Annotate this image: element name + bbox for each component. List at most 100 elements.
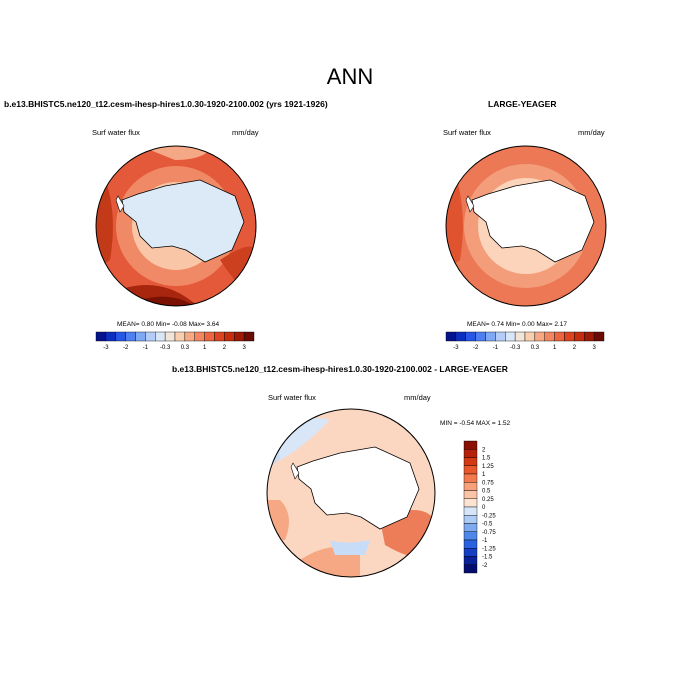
colorbar-swatch	[463, 482, 478, 491]
obs-map-field	[446, 146, 606, 306]
model-max-label: Max=	[188, 321, 205, 328]
diff-polar-map	[266, 408, 436, 578]
obs-max-label: Max=	[536, 321, 553, 328]
model-map-border	[95, 145, 257, 307]
colorbar-swatch	[455, 331, 466, 342]
colorbar-swatch	[164, 331, 176, 342]
obs-map-border	[445, 145, 607, 307]
obs-stats: MEAN= 0.74 Min= 0.00 Max= 2.17	[467, 321, 567, 328]
colorbar-tick-label: -0.25	[482, 513, 496, 519]
colorbar-swatch	[514, 331, 526, 342]
colorbar-tick-label: -0.3	[510, 345, 521, 351]
model-stats: MEAN= 0.80 Min= -0.08 Max= 3.64	[117, 321, 219, 328]
colorbar-tick-label: 0.25	[482, 497, 494, 503]
colorbar-swatch	[495, 331, 506, 342]
colorbar-tick-label: -1	[143, 345, 149, 351]
diff-min-label: MIN =	[440, 420, 458, 427]
colorbar-swatch	[463, 548, 478, 557]
colorbar-swatch	[145, 331, 156, 342]
colorbar-swatch	[534, 331, 545, 342]
colorbar-tick-label: -2	[482, 563, 488, 569]
colorbar-swatch	[463, 515, 478, 524]
colorbar-tick-label: -3	[453, 345, 459, 351]
diff-max-label: MAX =	[475, 420, 496, 427]
obs-units-label: mm/day	[578, 128, 605, 137]
diff-panel-title: b.e13.BHISTC5.ne120_t12.cesm-ihesp-hires…	[172, 364, 508, 374]
colorbar-swatch	[463, 539, 478, 549]
diff-map-border	[266, 408, 436, 578]
colorbar-tick-label: 1	[482, 472, 486, 478]
colorbar-swatch	[463, 465, 478, 475]
colorbar-tick-label: 3	[592, 345, 596, 351]
obs-max-value: 2.17	[554, 321, 567, 328]
colorbar-swatch	[445, 331, 457, 342]
colorbar-tick-label: -0.75	[482, 530, 496, 536]
colorbar-swatch	[463, 506, 478, 516]
diff-min-value: -0.54	[459, 420, 475, 427]
colorbar-swatch	[485, 331, 496, 342]
colorbar-tick-label: -2	[473, 345, 479, 351]
colorbar-swatch	[564, 331, 575, 342]
colorbar-tick-label: 0.3	[531, 345, 540, 351]
colorbar-tick-label: 0.75	[482, 480, 494, 486]
colorbar-swatch	[224, 331, 235, 342]
colorbar-swatch	[194, 331, 205, 342]
colorbar-swatch	[463, 449, 478, 458]
model-map-field	[96, 146, 256, 306]
colorbar-swatch	[574, 331, 585, 342]
model-variable-label: Surf water flux	[92, 128, 140, 137]
colorbar-swatch	[463, 490, 478, 499]
figure-title: ANN	[326, 64, 374, 89]
colorbar-swatch	[115, 331, 126, 342]
diff-units-label: mm/day	[404, 393, 431, 402]
obs-colorbar: -3 -2 -1 -0.3 0.3 1 2 3	[445, 331, 605, 351]
model-colorbar: -3 -2 -1 -0.3 0.3 1 2 3	[95, 331, 255, 351]
colorbar-tick-label: -1.25	[482, 546, 496, 552]
diff-minmax: MIN = -0.54 MAX = 1.52	[440, 420, 510, 427]
obs-panel-title: LARGE-YEAGER	[488, 99, 557, 109]
colorbar-swatch	[463, 556, 478, 565]
colorbar-tick-label: 0	[482, 505, 486, 511]
obs-mean-value: 0.74	[491, 321, 505, 328]
obs-min-label: Min=	[505, 321, 521, 328]
colorbar-swatch	[105, 331, 116, 342]
colorbar-tick-label: -1	[493, 345, 499, 351]
colorbar-tick-label: 1	[553, 345, 557, 351]
colorbar-tick-label: 0.3	[181, 345, 190, 351]
model-units-label: mm/day	[232, 128, 259, 137]
colorbar-swatch	[234, 331, 245, 342]
colorbar-swatch	[463, 531, 478, 541]
colorbar-swatch	[463, 498, 478, 508]
model-mean-value: 0.80	[141, 321, 155, 328]
colorbar-swatch	[524, 331, 536, 342]
colorbar-tick-label: -1	[482, 538, 488, 544]
diff-map-field	[267, 409, 435, 577]
colorbar-swatch	[463, 440, 478, 450]
obs-polar-map	[445, 145, 607, 307]
colorbar-swatch	[463, 457, 478, 466]
colorbar-tick-label: -2	[123, 345, 129, 351]
colorbar-tick-label: 2	[482, 447, 486, 453]
colorbar-swatch	[463, 564, 478, 574]
colorbar-swatch	[593, 331, 605, 342]
colorbar-swatch	[465, 331, 476, 342]
diff-colorbar: 2 1.5 1.25 1 0.75 0.5 0.25 0 -0.25 -0.5 -0.75 -1 -1.…	[463, 440, 496, 574]
model-mean-label: MEAN=	[117, 321, 140, 328]
colorbar-tick-label: 1.5	[482, 456, 491, 462]
colorbar-swatch	[174, 331, 186, 342]
colorbar-swatch	[544, 331, 555, 342]
colorbar-tick-label: 1	[203, 345, 207, 351]
colorbar-tick-label: 0.5	[482, 489, 491, 495]
colorbar-swatch	[475, 331, 486, 342]
colorbar-tick-label: -0.3	[160, 345, 171, 351]
obs-variable-label: Surf water flux	[443, 128, 491, 137]
colorbar-tick-label: 1.25	[482, 464, 494, 470]
obs-mean-label: MEAN=	[467, 321, 490, 328]
colorbar-swatch	[463, 473, 478, 483]
colorbar-swatch	[155, 331, 166, 342]
colorbar-tick-label: 2	[573, 345, 577, 351]
model-max-value: 3.64	[206, 321, 220, 328]
model-polar-map	[95, 145, 257, 307]
diff-variable-label: Surf water flux	[268, 393, 316, 402]
colorbar-swatch	[184, 331, 195, 342]
